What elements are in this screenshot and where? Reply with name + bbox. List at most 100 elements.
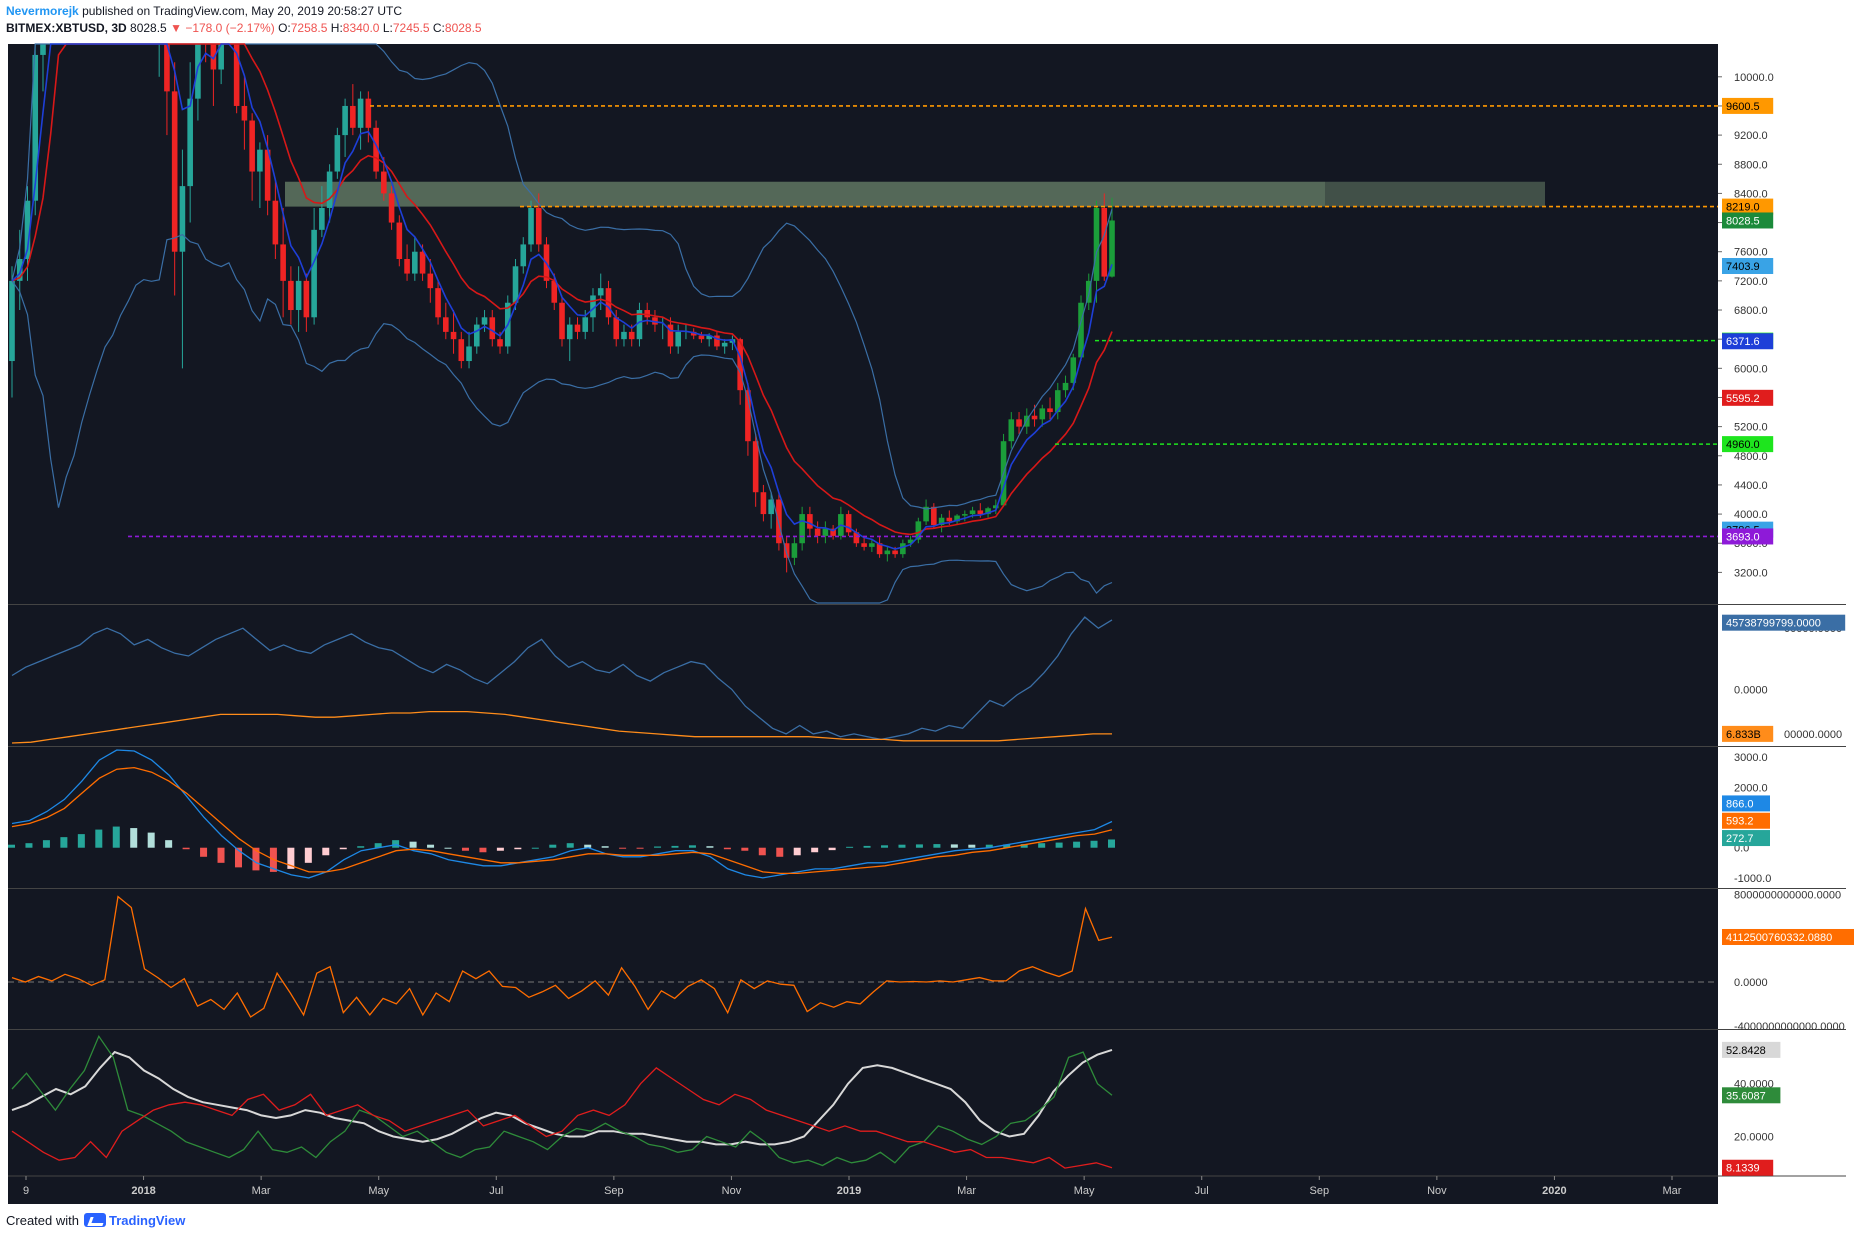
candle-body — [551, 280, 558, 303]
candle-body — [388, 193, 395, 223]
macd-histogram-bar — [636, 847, 644, 849]
candle-body — [264, 149, 271, 201]
candle-body — [481, 317, 488, 325]
candle-body — [566, 324, 573, 340]
svg-text:6371.6: 6371.6 — [1726, 336, 1760, 348]
candle-body — [931, 506, 937, 526]
candle-body — [381, 171, 387, 194]
candle-body — [458, 339, 465, 362]
candle-body — [195, 44, 201, 99]
candle-body — [938, 517, 945, 526]
price-label: 7403.9 — [1722, 258, 1774, 275]
pane-value-label: 866.0 — [1722, 795, 1770, 812]
price-label: 9600.5 — [1722, 97, 1774, 114]
macd-histogram-bar — [1003, 844, 1011, 848]
candle-body — [412, 251, 418, 274]
macd-histogram-bar — [619, 847, 627, 849]
candle-body — [783, 543, 790, 558]
time-axis-label: Sep — [604, 1185, 624, 1197]
candle-body — [737, 339, 743, 391]
time-axis-label: 2018 — [131, 1185, 155, 1197]
macd-histogram-bar — [444, 847, 452, 849]
time-axis-label: Mar — [252, 1185, 271, 1197]
candle-body — [752, 441, 759, 493]
candle-body — [357, 98, 364, 128]
candle-body — [32, 54, 39, 201]
time-axis-label: May — [1074, 1185, 1095, 1197]
candle-body — [303, 280, 310, 318]
pane-value-label: 6.833B — [1722, 725, 1774, 742]
candle-body — [628, 331, 635, 340]
time-axis-background — [8, 1176, 1718, 1204]
candle-body — [1031, 415, 1038, 420]
candle-body — [427, 273, 434, 289]
candle-body — [574, 324, 581, 332]
macd-histogram-bar — [42, 840, 50, 848]
macd-histogram-bar — [200, 847, 208, 857]
svg-text:3693.0: 3693.0 — [1726, 531, 1760, 543]
candle-body — [969, 510, 976, 515]
svg-text:9600.5: 9600.5 — [1726, 101, 1760, 113]
candle-body — [814, 528, 821, 536]
price-tick-label: 4800.0 — [1734, 451, 1768, 463]
time-axis-label: Jul — [1195, 1185, 1209, 1197]
created-with-text: Created with — [6, 1212, 79, 1228]
macd-histogram-bar — [1038, 843, 1046, 848]
candle-body — [1054, 390, 1061, 413]
resistance-zone — [285, 181, 1545, 207]
candle-body — [962, 514, 968, 516]
author-link[interactable]: Nevermorejk — [6, 4, 79, 18]
last-price: 8028.5 — [130, 21, 167, 35]
candle-body — [807, 514, 813, 529]
macd-histogram-bar — [322, 847, 330, 856]
chart-canvas[interactable]: 10000.09600.09200.08800.08400.08000.0760… — [0, 0, 1854, 1205]
candle-body — [907, 539, 914, 544]
candle-body — [319, 207, 325, 230]
macd-histogram-bar — [723, 847, 731, 850]
macd-histogram-bar — [584, 844, 592, 848]
svg-text:52.8428: 52.8428 — [1726, 1045, 1766, 1057]
macd-histogram-bar — [601, 846, 609, 848]
macd-histogram-bar — [182, 847, 190, 850]
pane-tick-label: 3000.0 — [1734, 752, 1768, 764]
indicator-line — [11, 1048, 1113, 1146]
candle-body — [528, 207, 534, 245]
macd-histogram-bar — [304, 847, 312, 863]
macd-histogram-bar — [357, 846, 365, 848]
macd-histogram-bar — [828, 847, 836, 851]
macd-histogram-bar — [741, 847, 749, 851]
candle-body — [419, 251, 426, 274]
svg-text:272.7: 272.7 — [1726, 833, 1754, 845]
indicator-line — [11, 710, 1112, 744]
price-tick-label: 8800.0 — [1734, 159, 1768, 171]
macd-histogram-bar — [968, 844, 976, 848]
candle-body — [373, 127, 379, 172]
candle-body — [233, 44, 240, 106]
candle-body — [326, 171, 333, 208]
macd-histogram-bar — [77, 834, 85, 848]
svg-text:6.833B: 6.833B — [1726, 729, 1761, 741]
svg-text:4112500760332.0880: 4112500760332.0880 — [1726, 932, 1832, 944]
candle-body — [241, 105, 248, 121]
macd-histogram-bar — [793, 847, 801, 856]
pane-value-label: 35.6087 — [1722, 1087, 1781, 1104]
tradingview-logo[interactable]: TradingView — [83, 1213, 185, 1228]
svg-text:8028.5: 8028.5 — [1726, 215, 1760, 227]
time-axis-label: Nov — [722, 1185, 742, 1197]
price-tick-label: 10000.0 — [1734, 72, 1774, 84]
macd-histogram-bar — [846, 846, 854, 848]
candle-body — [985, 508, 991, 515]
macd-histogram-bar — [409, 841, 417, 848]
candle-body — [954, 515, 960, 522]
macd-histogram-bar — [671, 845, 679, 848]
price-tick-label: 6000.0 — [1734, 363, 1768, 375]
candle-body — [489, 317, 496, 340]
candle-body — [295, 280, 302, 311]
svg-text:8219.0: 8219.0 — [1726, 202, 1760, 214]
close-value: 8028.5 — [444, 21, 482, 35]
candle-body — [1109, 220, 1115, 277]
candle-body — [311, 229, 317, 318]
macd-histogram-bar — [25, 843, 33, 848]
candle-body — [1023, 415, 1030, 427]
candle-body — [993, 505, 999, 509]
